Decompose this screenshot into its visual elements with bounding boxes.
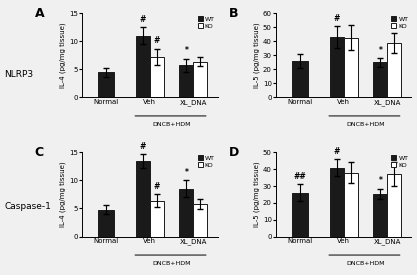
Text: #: # xyxy=(140,15,146,24)
Bar xyxy=(98,72,114,97)
Bar xyxy=(193,204,208,236)
Text: C: C xyxy=(35,146,44,159)
Bar xyxy=(136,36,150,97)
Text: A: A xyxy=(35,7,44,20)
Bar xyxy=(136,161,150,236)
Text: DNCB+HDM: DNCB+HDM xyxy=(152,261,191,266)
Text: #: # xyxy=(334,13,340,23)
Legend: WT, KO: WT, KO xyxy=(198,155,214,168)
Y-axis label: IL-4 (pg/mg tissue): IL-4 (pg/mg tissue) xyxy=(60,23,66,88)
Text: *: * xyxy=(379,46,382,55)
Text: DNCB+HDM: DNCB+HDM xyxy=(346,261,385,266)
Text: #: # xyxy=(334,147,340,156)
Text: NLRP3: NLRP3 xyxy=(4,70,33,79)
Bar xyxy=(98,210,114,236)
Text: B: B xyxy=(229,7,238,20)
Text: *: * xyxy=(185,168,188,177)
Text: ##: ## xyxy=(294,172,306,181)
Bar xyxy=(179,65,193,97)
Bar xyxy=(291,61,308,97)
Legend: WT, KO: WT, KO xyxy=(198,16,214,29)
Legend: WT, KO: WT, KO xyxy=(392,16,408,29)
Bar xyxy=(373,62,387,97)
Text: DNCB+HDM: DNCB+HDM xyxy=(346,122,385,127)
Bar xyxy=(330,167,344,236)
Y-axis label: IL-5 (pg/mg tissue): IL-5 (pg/mg tissue) xyxy=(254,23,260,88)
Bar xyxy=(150,57,164,97)
Legend: WT, KO: WT, KO xyxy=(392,155,408,168)
Bar xyxy=(387,174,402,236)
Text: DNCB+HDM: DNCB+HDM xyxy=(152,122,191,127)
Bar xyxy=(330,37,344,97)
Bar xyxy=(291,193,308,236)
Bar xyxy=(344,38,358,97)
Text: *: * xyxy=(185,46,188,55)
Bar xyxy=(150,201,164,236)
Text: #: # xyxy=(140,142,146,151)
Y-axis label: IL-5 (pg/mg tissue): IL-5 (pg/mg tissue) xyxy=(254,162,260,227)
Bar xyxy=(193,62,208,97)
Text: #: # xyxy=(153,36,160,45)
Bar xyxy=(179,189,193,236)
Text: D: D xyxy=(229,146,239,159)
Text: *: * xyxy=(379,176,382,185)
Bar xyxy=(344,173,358,236)
Bar xyxy=(373,194,387,236)
Bar xyxy=(387,43,402,97)
Text: Caspase-1: Caspase-1 xyxy=(4,202,51,211)
Text: #: # xyxy=(153,182,160,191)
Y-axis label: IL-4 (pg/mg tissue): IL-4 (pg/mg tissue) xyxy=(60,162,66,227)
